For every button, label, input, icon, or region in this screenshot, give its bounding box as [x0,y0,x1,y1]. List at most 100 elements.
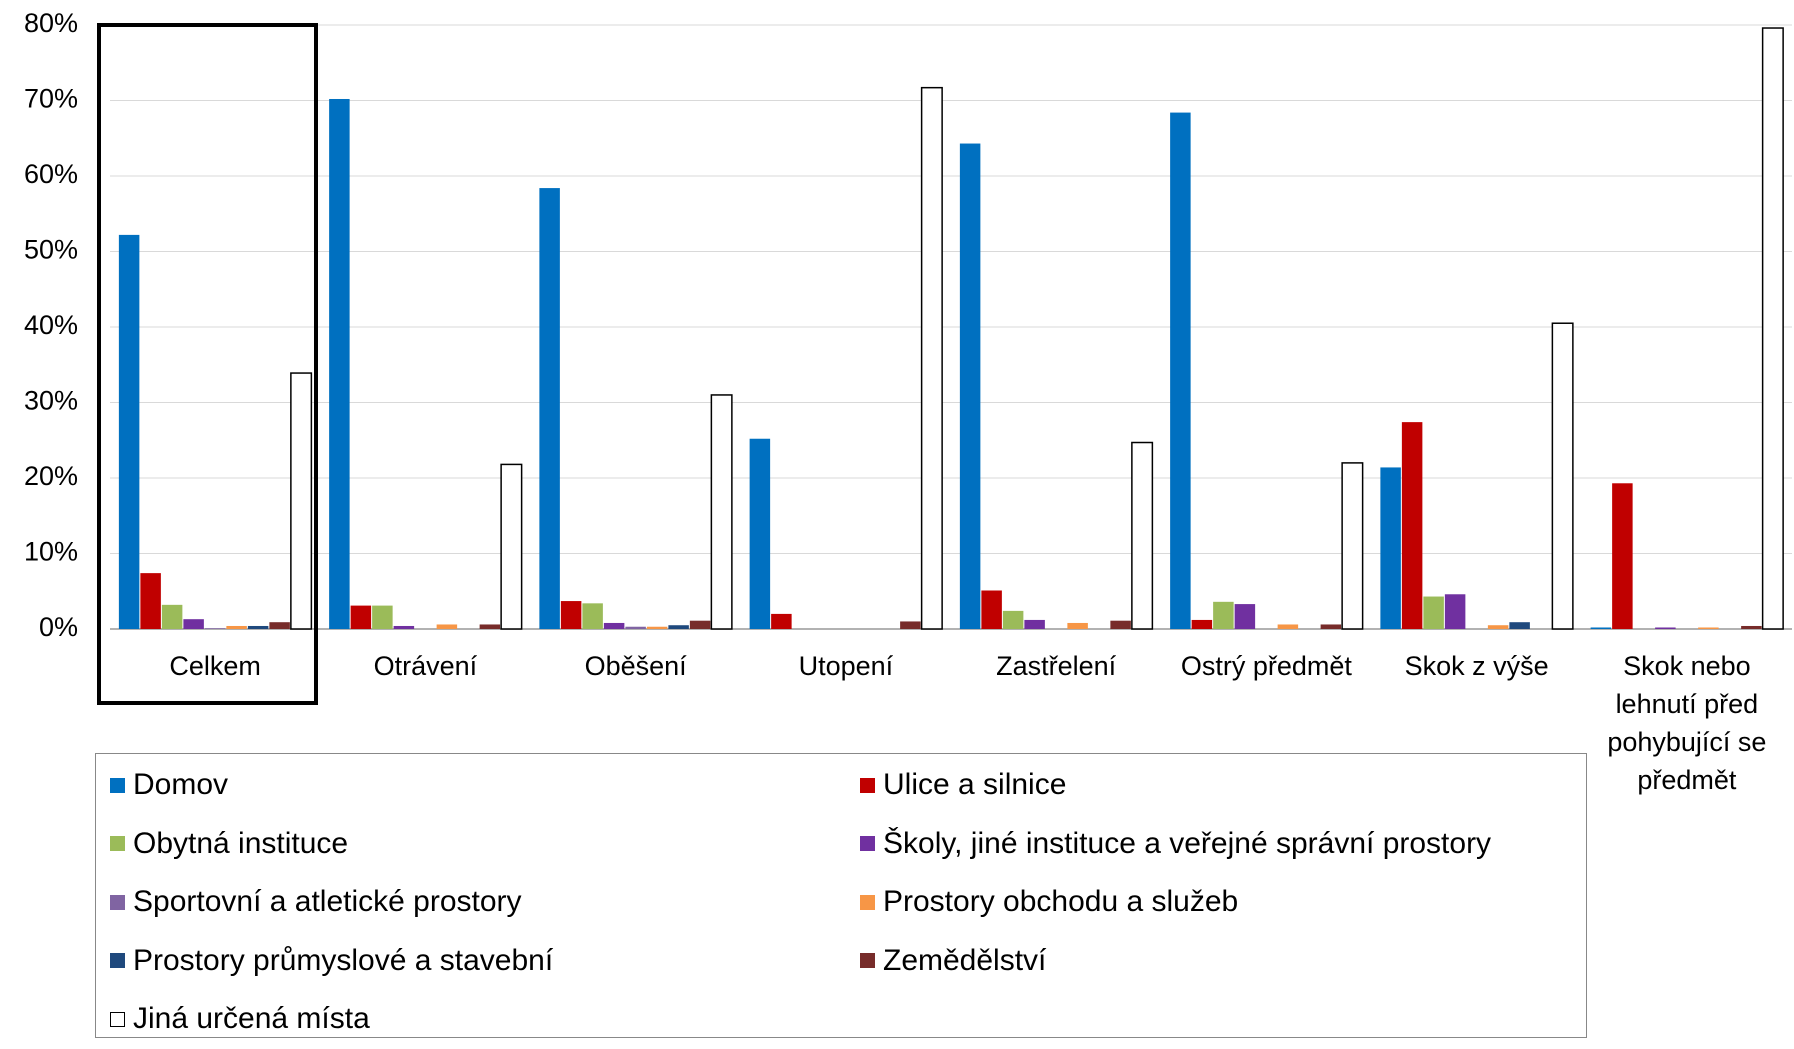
y-tick-label: 30% [24,386,78,416]
y-tick-label: 70% [24,84,78,114]
bar [603,622,625,629]
bar [393,625,415,629]
x-tick-label: Oběšení [584,651,687,681]
legend-swatch [110,836,125,852]
bar [118,234,140,629]
bar [1191,619,1213,629]
bar [1423,596,1444,629]
bar [140,573,161,629]
bar [290,372,313,630]
legend-label: Prostory obchodu a služeb [883,885,1239,919]
bar [560,601,582,629]
bar [479,624,501,629]
bar [329,98,350,630]
bar [1002,610,1024,629]
y-tick-label: 20% [24,461,78,491]
bar [689,620,711,629]
bar [646,626,668,629]
y-tick-label: 0% [39,612,78,642]
x-tick-label: Zastřelení [996,651,1117,681]
x-tick-label: Ostrý předmět [1180,651,1352,681]
legend-label: Prostory průmyslové a stavební [133,943,554,977]
legend-swatch [110,953,125,969]
bar [1131,441,1154,630]
bar [247,625,269,629]
highlight-box [97,23,318,705]
bar [372,605,393,629]
bar [1024,619,1045,629]
bar [981,590,1002,629]
bar [1444,594,1466,629]
y-tick-label: 60% [24,159,78,189]
bar [771,613,792,629]
bar [959,143,981,629]
bar [582,603,603,629]
bar [625,626,646,629]
y-tick-label: 40% [24,310,78,340]
bar [1401,422,1423,629]
legend-label: Školy, jiné instituce a veřejné správní … [883,826,1492,860]
bar [226,625,247,629]
y-tick-label: 50% [24,235,78,265]
bar [1509,622,1530,629]
bar [161,604,183,629]
bar [668,625,689,629]
legend-label: Obytná instituce [133,826,349,860]
bar [1698,627,1719,629]
x-tick-label: Utopení [798,651,894,681]
bar [1655,627,1676,629]
legend-item: Zemědělství [846,932,1586,991]
legend: Domov Ulice a silnice Obytná instituce Škol… [95,753,1587,1038]
legend-item: Školy, jiné instituce a veřejné správní … [846,815,1586,874]
bar [1110,620,1131,629]
bar [1612,483,1633,629]
bar [1067,622,1088,629]
x-tick-label: Celkem [169,651,261,681]
legend-item: Ulice a silnice [846,756,1586,815]
bar [1341,462,1364,630]
bar [749,438,771,629]
legend-swatch [110,894,125,910]
legend-item: Obytná instituce [96,815,846,874]
bar [436,624,458,629]
bar [710,394,733,630]
y-tick-label: 80% [24,8,78,38]
legend-item: Domov [96,756,846,815]
legend-item: Sportovní a atletické prostory [96,873,846,932]
bar [1170,112,1191,629]
bar [1234,604,1256,629]
bar [1761,27,1784,630]
legend-item: Jiná určená místa [96,990,846,1049]
legend-label: Sportovní a atletické prostory [133,885,522,919]
bar [1320,624,1342,629]
bar [1741,625,1762,629]
bar [269,622,290,629]
bar [920,86,943,630]
bar [183,619,204,629]
x-tick-label: Skok nebo lehnutí před pohybující se pře… [1607,651,1767,795]
legend-item: Prostory průmyslové a stavební [96,932,846,991]
x-tick-label: Skok z výše [1404,651,1549,681]
bar [1277,624,1299,629]
legend-label: Domov [133,768,229,802]
legend-item: Prostory obchodu a služeb [846,873,1586,932]
bar [1487,625,1509,629]
bar [1551,322,1574,630]
y-tick-label: 10% [24,537,78,567]
bar [1380,467,1401,629]
legend-swatch [860,777,875,793]
bar [900,621,921,629]
legend-swatch [860,953,875,969]
legend-swatch [860,894,875,910]
bar [204,628,226,629]
legend-label: Ulice a silnice [883,768,1067,802]
legend-swatch [860,836,875,852]
legend-label: Jiná určená místa [133,1002,370,1036]
legend-swatch [110,1011,125,1027]
bar [1213,601,1234,629]
bar [500,463,523,630]
legend-swatch [110,777,125,793]
x-tick-label: Otrávení [373,651,478,681]
